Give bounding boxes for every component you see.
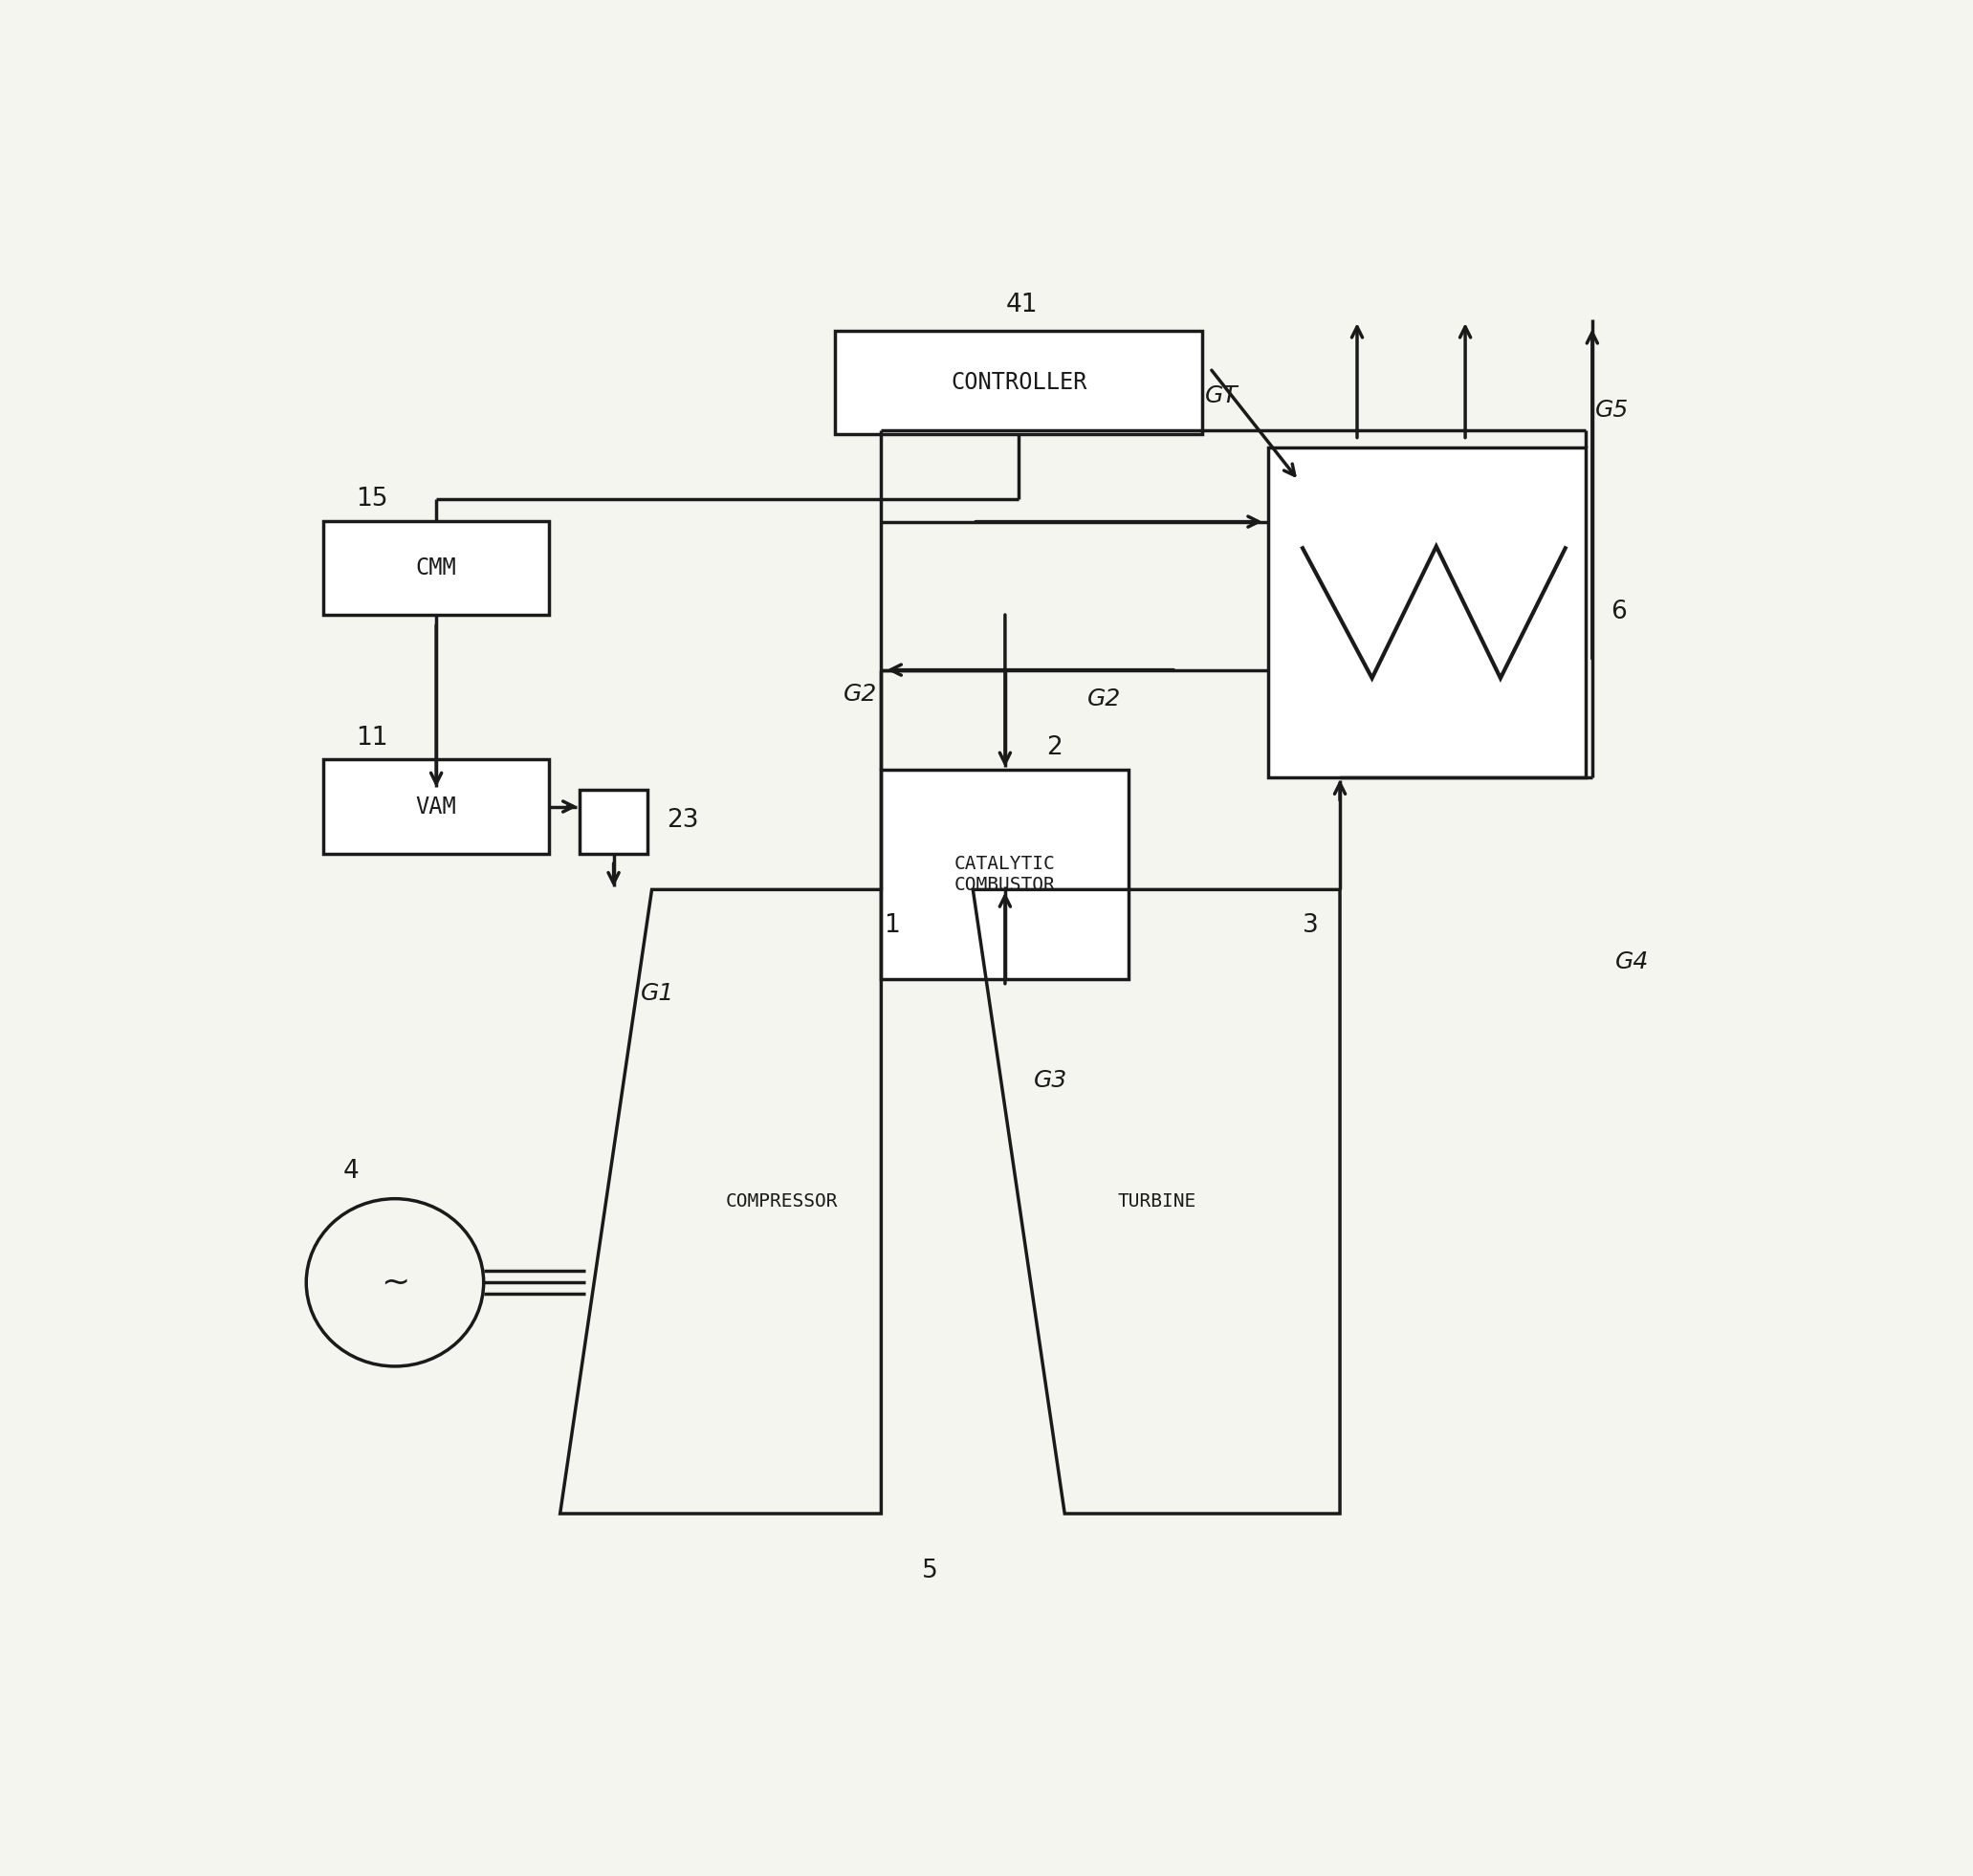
Text: VAM: VAM	[416, 795, 456, 818]
Text: 5: 5	[921, 1559, 937, 1583]
Text: TURBINE: TURBINE	[1117, 1193, 1196, 1210]
Text: 3: 3	[1302, 914, 1318, 938]
Bar	[324, 760, 548, 854]
Text: 15: 15	[355, 488, 389, 512]
Text: CATALYTIC
COMBUSTOR: CATALYTIC COMBUSTOR	[955, 855, 1056, 895]
Text: CONTROLLER: CONTROLLER	[951, 371, 1087, 394]
Text: 41: 41	[1006, 293, 1038, 317]
Bar	[835, 330, 1202, 435]
Text: 23: 23	[667, 809, 698, 833]
Text: G2: G2	[1087, 687, 1121, 711]
Text: 11: 11	[355, 726, 389, 750]
Text: ~: ~	[381, 1266, 410, 1298]
Text: CMM: CMM	[416, 557, 456, 580]
Text: G2: G2	[842, 683, 876, 705]
Bar	[1269, 448, 1586, 777]
Text: G5: G5	[1596, 398, 1630, 422]
Text: 6: 6	[1610, 600, 1626, 625]
Bar	[324, 522, 548, 615]
Text: 2: 2	[1046, 735, 1061, 760]
Text: COMPRESSOR: COMPRESSOR	[726, 1193, 839, 1210]
Text: G1: G1	[641, 983, 675, 1006]
Bar	[882, 769, 1129, 979]
Text: 1: 1	[884, 914, 900, 938]
Text: 4: 4	[343, 1159, 359, 1184]
Text: GT: GT	[1206, 385, 1239, 407]
Bar	[580, 790, 647, 854]
Text: G4: G4	[1616, 951, 1649, 974]
Text: G3: G3	[1034, 1069, 1067, 1092]
